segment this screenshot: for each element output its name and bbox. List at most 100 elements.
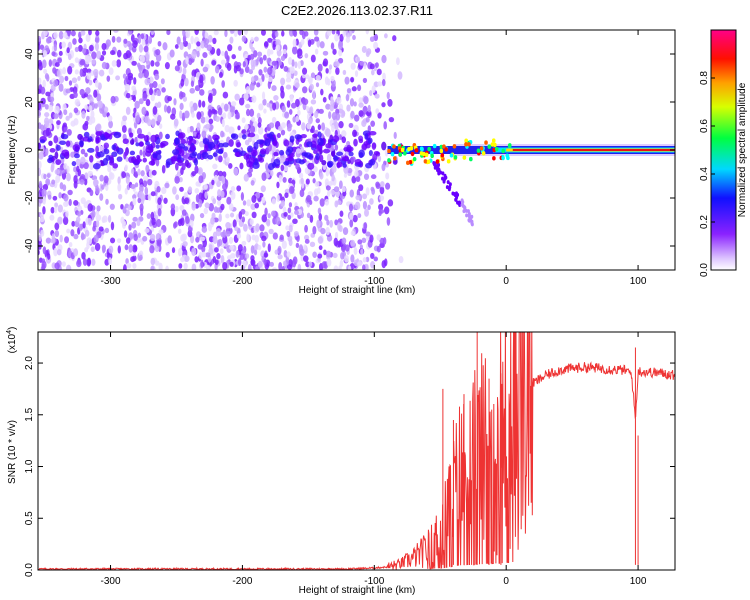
spectrogram-cell	[266, 57, 271, 64]
spectrogram-cell	[38, 111, 41, 117]
spectrogram-cell	[319, 172, 324, 180]
spectrogram-cell	[250, 37, 254, 43]
spectrogram-cell	[387, 98, 393, 107]
spectrogram-cell	[111, 35, 116, 43]
spectrogram-cell	[59, 140, 67, 145]
spectrogram-cell	[51, 179, 56, 185]
spectrogram-cell	[286, 230, 291, 237]
spectrogram-cell	[101, 42, 107, 51]
spectrogram-cell	[251, 211, 257, 219]
spectrogram-cell	[145, 164, 150, 173]
spectrogram-cell	[494, 146, 499, 152]
spectrogram-cell	[210, 75, 215, 85]
spectrogram-cell	[165, 133, 170, 140]
spectrogram-cell	[45, 237, 52, 244]
spectrogram-cell	[244, 211, 249, 217]
spectrogram-cell	[310, 54, 316, 63]
spectrogram-cell	[370, 174, 377, 180]
spectrogram-cell	[278, 174, 282, 183]
spectrogram-cell	[303, 244, 307, 252]
spectrogram-cell	[215, 116, 220, 122]
spectrogram-cell	[362, 77, 368, 83]
spectrogram-cell	[286, 264, 293, 270]
spectrogram-cell	[223, 151, 228, 159]
spectrogram-cell	[124, 244, 129, 251]
spectrogram-cell	[321, 160, 327, 166]
spectrogram-cell	[456, 200, 460, 205]
spectrogram-cell	[329, 219, 334, 228]
spectrogram-cell	[148, 87, 154, 96]
spectrogram-cell	[280, 164, 285, 172]
spectrogram-cell	[125, 156, 129, 163]
spectrogram-cell	[84, 247, 89, 253]
spectrogram-cell	[267, 80, 271, 90]
spectrogram-cell	[38, 77, 42, 85]
spectrogram-cell	[85, 87, 91, 95]
spectrogram-cell	[93, 89, 98, 98]
spectrogram-cell	[139, 149, 143, 156]
spectrogram-cell	[281, 105, 286, 113]
spectrogram-cell	[444, 175, 448, 180]
spectrogram-cell	[237, 30, 242, 36]
snr-series-line	[38, 332, 675, 570]
spectrogram-cell	[320, 227, 326, 235]
spectrogram-cell	[82, 123, 89, 131]
spectrogram-cell	[61, 261, 66, 267]
spectrogram-cell	[289, 135, 295, 143]
spectrogram-cell	[203, 38, 210, 45]
spectrogram-cell	[469, 156, 473, 162]
spectrogram-cell	[128, 30, 133, 35]
spectrogram-cell	[93, 68, 99, 77]
spectrogram-cell	[211, 108, 216, 114]
spectrogram-cell	[275, 44, 281, 52]
spectrogram-cell	[228, 236, 234, 244]
spectrogram-cell	[182, 96, 188, 102]
spectrogram-cell	[58, 83, 64, 92]
spectrogram-cell	[128, 224, 132, 231]
spectrogram-cell	[224, 179, 229, 188]
spectrogram-cell	[38, 101, 42, 111]
spectrogram-cell	[127, 205, 132, 211]
spectrogram-cell	[75, 216, 81, 223]
spectrogram-cell	[250, 76, 255, 83]
spectrogram-cell	[294, 82, 300, 89]
spectrogram-cell	[113, 131, 121, 139]
spectrogram-cell	[439, 144, 444, 150]
spectrogram-cell	[318, 245, 323, 251]
spectrogram-cell	[190, 234, 195, 244]
spectrogram-cell	[111, 60, 117, 67]
spectrogram-cell	[95, 131, 103, 137]
spectrogram-cell	[201, 192, 205, 202]
spectrogram-cell	[47, 194, 52, 200]
spectrogram-cell	[59, 234, 63, 243]
spectrogram-cell	[350, 239, 356, 247]
spectrogram-cell	[208, 244, 213, 250]
spectrogram-cell	[123, 230, 128, 238]
spectrogram-cell	[351, 175, 357, 184]
spectrogram-cell	[150, 94, 155, 102]
spectrogram-cell	[378, 203, 384, 211]
spectrogram-cell	[207, 104, 213, 112]
spectrogram-cell	[298, 244, 304, 253]
spectrogram-cell	[132, 90, 137, 97]
spectrogram-cell	[317, 137, 324, 146]
spectrogram-cell	[201, 226, 208, 233]
spectrogram-cell	[343, 155, 349, 162]
spectrogram-cell	[194, 188, 200, 194]
spectrogram-cell	[133, 233, 138, 242]
spectrogram-cell	[249, 218, 254, 226]
spectrogram-cell	[179, 42, 184, 51]
spectrogram-cell	[93, 179, 99, 186]
spectrogram-cell	[376, 234, 381, 241]
spectrogram-cell	[269, 49, 274, 55]
spectrogram-cell	[307, 117, 313, 125]
spectrogram-cell	[187, 126, 191, 134]
spectrogram-cell	[332, 48, 337, 55]
spectrogram-cell	[287, 156, 294, 162]
spectrogram-cell	[158, 262, 163, 270]
spectrogram-cell	[347, 167, 353, 174]
spectrogram-cell	[217, 155, 223, 163]
spectrogram-cell	[288, 224, 293, 233]
